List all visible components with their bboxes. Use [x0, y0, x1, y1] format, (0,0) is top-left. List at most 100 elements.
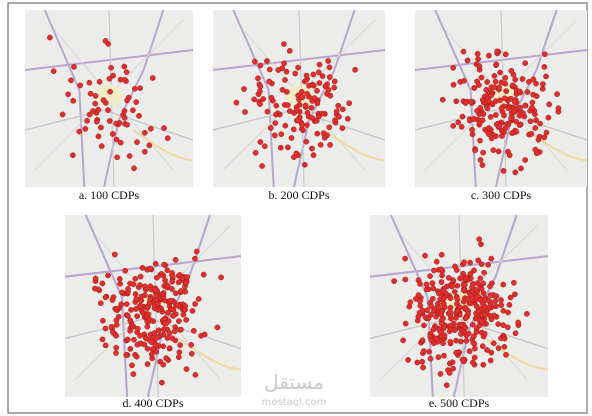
road [84, 214, 129, 398]
cdp-dot [486, 131, 492, 138]
cdp-dot [158, 271, 165, 277]
cdp-dot [332, 117, 338, 124]
cdp-dot [453, 349, 460, 356]
road [369, 255, 549, 278]
cdp-dot [190, 327, 197, 334]
cdp-dot [503, 351, 509, 358]
map-panel [64, 214, 242, 398]
cdp-dot [471, 333, 477, 340]
cdp-dot [542, 51, 548, 58]
cdp-dot [125, 336, 131, 343]
cdp-dot [313, 117, 320, 124]
cdp-dot [427, 273, 433, 279]
cdp-dot [105, 107, 111, 113]
cdp-dot [309, 145, 315, 152]
cdp-dot [137, 332, 143, 339]
cdp-dot [160, 291, 167, 298]
cdp-dot [490, 340, 497, 347]
cdp-dot [526, 78, 532, 85]
cdp-dot [478, 241, 484, 248]
cdp-dot [130, 107, 136, 114]
cdp-dot [451, 288, 458, 295]
cdp-dot [455, 119, 462, 126]
cdp-dot [286, 48, 293, 54]
cdp-dot [264, 58, 270, 64]
cdp-dot [450, 123, 457, 129]
cdp-dot [460, 48, 467, 55]
cdp-dot [261, 143, 268, 150]
cdp-dot [537, 120, 543, 127]
cdp-dot [437, 371, 444, 377]
cdp-dot [137, 85, 143, 91]
cdp-dot [100, 317, 106, 324]
cdp-dot [176, 318, 182, 324]
cdp-dot [133, 353, 140, 360]
cdp-dot [481, 311, 488, 318]
map-panel [414, 9, 588, 188]
cdp-dot [428, 337, 435, 343]
cdp-dot [479, 117, 486, 124]
cdp-dot [77, 82, 84, 89]
cdp-dot [407, 299, 414, 306]
cdp-dot [172, 256, 179, 263]
cdp-dot [339, 125, 346, 132]
cdp-dot [475, 257, 482, 264]
cdp-dot [201, 331, 208, 338]
cdp-dot [496, 123, 503, 130]
cdp-dot [151, 330, 158, 336]
cdp-dot [487, 357, 494, 364]
cdp-dot [429, 295, 436, 302]
cdp-dot [95, 106, 102, 113]
cdp-dot [311, 95, 318, 101]
road [133, 129, 194, 161]
cdp-dot [47, 34, 53, 41]
cdp-dot [170, 306, 177, 313]
cdp-dot [402, 320, 409, 327]
cdp-dot [504, 324, 511, 331]
cdp-dot [438, 266, 445, 273]
cdp-dot [487, 292, 494, 298]
cdp-dot [435, 354, 442, 360]
cdp-dot [391, 278, 397, 284]
cdp-dot [446, 370, 453, 376]
cdp-dot [492, 98, 499, 104]
cdp-dot [98, 143, 105, 149]
cdp-dot [317, 141, 324, 148]
map-panel [369, 214, 549, 398]
cdp-dot [127, 346, 134, 352]
cdp-dot [473, 329, 480, 335]
cdp-dot [471, 354, 478, 361]
cdp-dot [131, 165, 137, 172]
cdp-dot [498, 297, 504, 303]
cdp-dot [282, 122, 289, 129]
cdp-dot [98, 124, 104, 131]
cdp-dot [466, 348, 473, 355]
cdp-dot [426, 348, 432, 355]
cdp-dot [302, 102, 309, 109]
cdp-dot [419, 337, 426, 344]
cdp-dot [450, 64, 457, 71]
cdp-dot [495, 321, 502, 327]
cdp-dot [113, 350, 119, 356]
cdp-dot [513, 128, 520, 135]
cdp-dot [214, 324, 221, 331]
cdp-dot [257, 101, 263, 107]
cdp-dot [134, 313, 140, 320]
cdp-dot [164, 335, 171, 341]
cdp-dot [148, 125, 154, 132]
cdp-dot [123, 352, 130, 358]
cdp-dot [459, 113, 466, 120]
cdp-dot [283, 68, 290, 75]
cdp-dot [251, 58, 258, 65]
cdp-dot [92, 93, 99, 99]
cdp-dot [501, 112, 507, 119]
city-center [95, 85, 123, 105]
cdp-dot [272, 120, 279, 126]
cdp-dot [506, 152, 513, 159]
cdp-dot [478, 74, 485, 81]
cdp-dot [417, 298, 423, 304]
cdp-dot [462, 315, 469, 322]
cdp-dot [260, 96, 267, 102]
road [43, 9, 86, 188]
cdp-dot [97, 300, 104, 307]
